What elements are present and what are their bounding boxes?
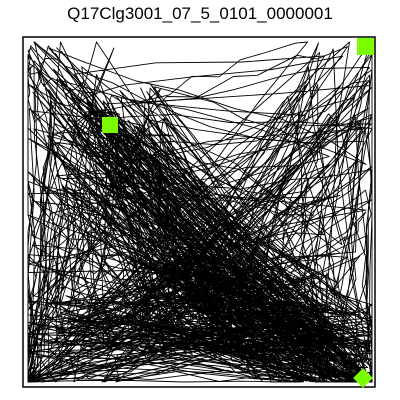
trajectory-segment xyxy=(27,42,373,383)
bottom-right-corner-marker xyxy=(353,368,373,388)
object-marker xyxy=(102,117,118,133)
plot-title: Q17Clg3001_07_5_0101_0000001 xyxy=(67,4,333,23)
arena-border xyxy=(22,36,376,388)
trajectory-path-group xyxy=(27,41,373,383)
trajectory-segment xyxy=(27,41,373,383)
trajectory-loop xyxy=(72,109,127,159)
top-right-corner-marker xyxy=(357,38,374,55)
marker-group xyxy=(102,38,374,388)
